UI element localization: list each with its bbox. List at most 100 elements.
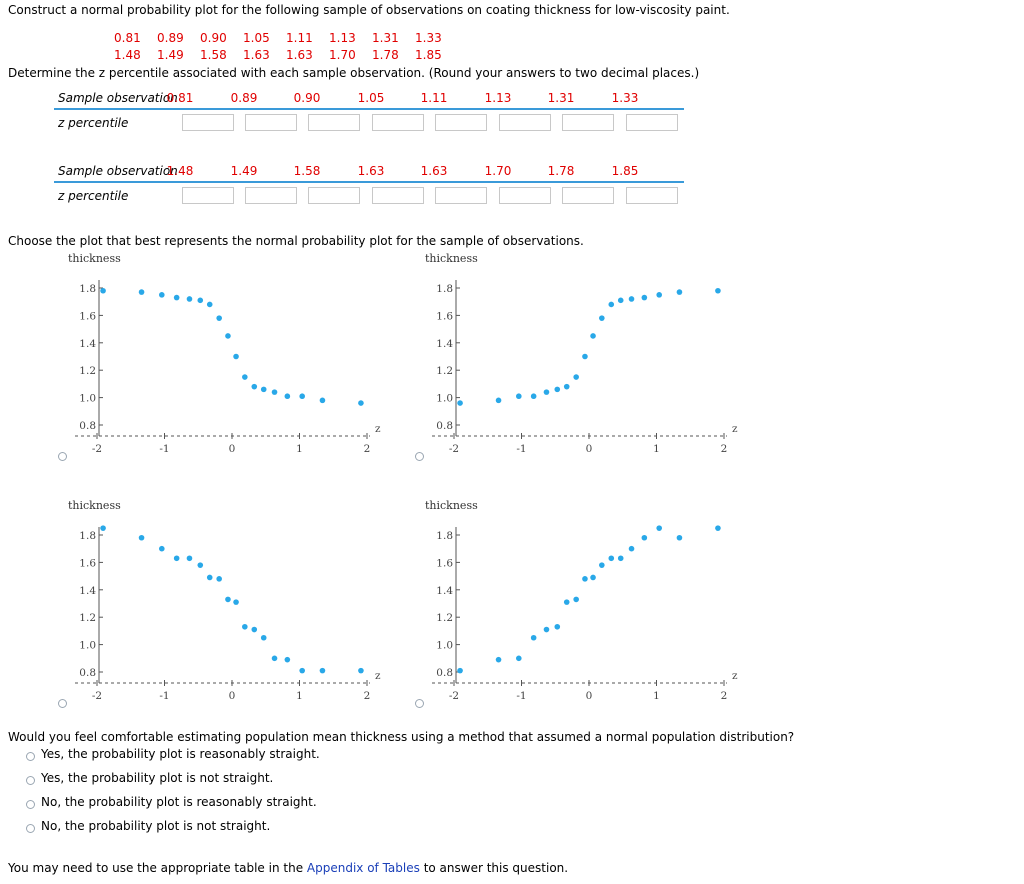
footer-prefix: You may need to use the appropriate tabl… [8, 861, 307, 875]
data-point [554, 386, 561, 393]
data-point [617, 297, 624, 304]
sample-observation-value: 1.13 [484, 91, 512, 105]
z-percentile-input[interactable] [562, 114, 614, 131]
z-percentile-input[interactable] [372, 114, 424, 131]
data-point [216, 315, 222, 321]
data-point [590, 333, 596, 339]
plot-option-c: thickness 0.8 1.0 1.2 1.4 1.6 1.8 -2 -1 0 1 2 z [55, 497, 405, 717]
data-point [582, 353, 588, 360]
data-point [516, 655, 522, 662]
plot-d-radio[interactable] [415, 699, 424, 708]
normal-probability-plot-c: thickness 0.8 1.0 1.2 1.4 1.6 1.8 -2 -1 0 1 2z [68, 499, 381, 702]
option-1-radio[interactable] [26, 752, 35, 761]
option-3-radio[interactable] [26, 800, 35, 809]
z-percentile-table-2: Sample observation z percentile 1.48 1.49… [54, 162, 684, 208]
data-point [216, 576, 222, 582]
observation-value: 1.85 [415, 48, 442, 62]
sample-observation-value: 1.31 [547, 91, 575, 105]
data-point [358, 400, 364, 406]
data-point [715, 525, 721, 531]
z-percentile-label: z percentile [58, 116, 129, 130]
sample-observation-value: 0.90 [293, 91, 321, 105]
x-axis-label: z [375, 670, 381, 682]
data-point [260, 634, 267, 641]
x-tick-label: 1 [296, 443, 303, 455]
x-tick-label: 0 [229, 690, 236, 702]
option-2-label[interactable]: Yes, the probability plot is not straigh… [41, 771, 274, 785]
plot-a-radio[interactable] [58, 452, 67, 461]
data-point [242, 623, 248, 630]
data-point [159, 545, 165, 552]
data-point [582, 576, 588, 582]
z-percentile-input[interactable] [182, 114, 234, 131]
data-point [225, 596, 231, 603]
z-percentile-input[interactable] [308, 114, 360, 131]
data-point [554, 623, 561, 630]
appendix-of-tables-link[interactable]: Appendix of Tables [306, 861, 420, 875]
data-point [271, 389, 278, 395]
z-percentile-input[interactable] [562, 187, 614, 204]
z-percentile-input[interactable] [435, 187, 487, 204]
data-point [186, 555, 193, 562]
data-point [260, 386, 267, 393]
data-point [543, 389, 550, 395]
y-tick-label: 1.4 [79, 585, 96, 597]
data-point [656, 525, 662, 531]
data-point [530, 634, 537, 641]
question-intro: Construct a normal probability plot for … [8, 3, 730, 17]
option-1-label[interactable]: Yes, the probability plot is reasonably … [41, 747, 320, 761]
observation-value: 0.90 [200, 31, 227, 45]
z-percentile-input[interactable] [626, 187, 678, 204]
z-percentile-input[interactable] [626, 114, 678, 131]
x-tick-label: 2 [364, 690, 371, 702]
observation-value: 0.89 [157, 31, 184, 45]
data-point [251, 626, 258, 633]
data-point [495, 656, 502, 663]
data-point [573, 374, 579, 380]
y-tick-label: 1.0 [436, 640, 453, 652]
z-percentile-input[interactable] [182, 187, 234, 204]
z-percentile-input[interactable] [435, 114, 487, 131]
y-tick-label: 0.8 [79, 420, 96, 432]
data-point [173, 555, 180, 562]
z-percentile-input[interactable] [308, 187, 360, 204]
option-3-label[interactable]: No, the probability plot is reasonably s… [41, 795, 317, 809]
z-percentile-input[interactable] [372, 187, 424, 204]
z-percentile-input[interactable] [245, 187, 297, 204]
sample-observation-value: 0.81 [166, 91, 194, 105]
x-axis-label: z [732, 423, 738, 435]
z-percentile-input[interactable] [245, 114, 297, 131]
z-percentile-input[interactable] [499, 114, 551, 131]
data-point [628, 545, 635, 552]
footer-note: You may need to use the appropriate tabl… [8, 861, 568, 875]
z-percentile-table-1: Sample observation z percentile 0.81 0.89… [54, 89, 684, 135]
data-point [284, 393, 291, 400]
y-tick-label: 1.2 [79, 365, 96, 377]
data-point [206, 574, 213, 581]
y-tick-label: 1.0 [79, 393, 96, 405]
data-point [676, 534, 683, 541]
y-axis-label: thickness [68, 252, 121, 265]
table-2-header-row: Sample observation [54, 162, 684, 183]
plot-c-radio[interactable] [58, 699, 67, 708]
normal-probability-plot-b: thickness 0.8 1.0 1.2 1.4 1.6 1.8 -2 -1 0 1 2z [425, 252, 738, 455]
observation-value: 1.48 [114, 48, 141, 62]
option-4-label[interactable]: No, the probability plot is not straight… [41, 819, 271, 833]
observation-value: 1.58 [200, 48, 227, 62]
data-point [233, 353, 239, 360]
sample-observation-value: 1.70 [484, 164, 512, 178]
determine-instruction: Determine the z percentile associated wi… [8, 66, 700, 80]
y-tick-label: 1.8 [436, 283, 453, 295]
z-percentile-input[interactable] [499, 187, 551, 204]
option-2-radio[interactable] [26, 776, 35, 785]
y-axis-label: thickness [425, 252, 478, 265]
data-point [159, 292, 165, 298]
observation-value: 1.78 [372, 48, 399, 62]
y-tick-label: 0.8 [436, 420, 453, 432]
sample-observation-value: 1.63 [420, 164, 448, 178]
sample-observation-label: Sample observation [58, 91, 178, 105]
plot-b-radio[interactable] [415, 452, 424, 461]
data-point [242, 374, 248, 380]
sample-observation-value: 1.33 [611, 91, 639, 105]
option-4-radio[interactable] [26, 824, 35, 833]
